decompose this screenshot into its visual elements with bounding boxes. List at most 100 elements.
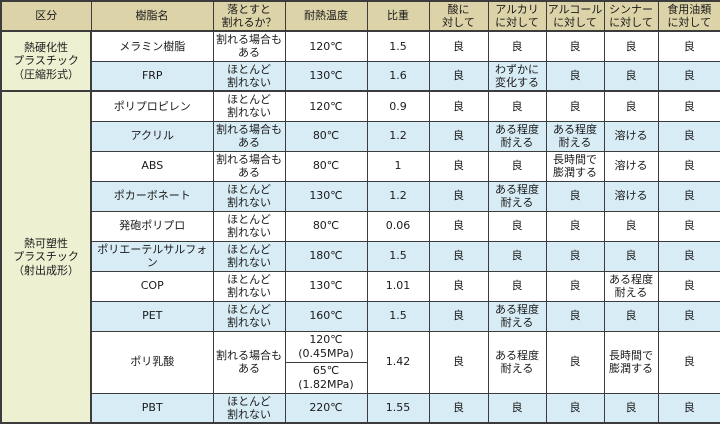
cell-alcohol: 良 [545,240,605,272]
cell-thinner: 溶ける [603,180,659,212]
cell-heat-temp: 120℃ [284,90,368,122]
column-header-edible-oil: 食用油類 に対して [657,0,720,32]
cell-acid: 良 [428,210,489,242]
cell-alcohol: 良 [545,210,605,242]
cell-acid: 良 [428,270,489,302]
cell-specific-gravity: 1.6 [366,60,430,92]
cell-thinner: 良 [603,392,659,424]
cell-acid: 良 [428,150,489,182]
cell-heat-temp: 130℃ [284,60,368,92]
cell-alkali: 良 [487,240,547,272]
cell-alkali: 良 [487,392,547,424]
table-row-foamed-polypro: 発砲ポリプロ ほとんど 割れない 80℃ 0.06 良 良 良 良 良 [1,210,720,242]
cell-specific-gravity: 1 [366,150,430,182]
cell-heat-temp-upper: 120℃ (0.45MPa) [284,330,368,363]
table-row-pbt: PBT ほとんど 割れない 220℃ 1.55 良 良 良 良 良 [1,392,720,424]
cell-specific-gravity: 1.2 [366,120,430,152]
cell-edible-oil: 良 [657,150,720,182]
column-header-specific-gravity: 比重 [366,0,430,32]
cell-resin-name: COP [90,270,214,302]
cell-edible-oil: 良 [657,120,720,152]
cell-breakability: 割れる場合も ある [212,150,286,182]
cell-breakability: ほとんど 割れない [212,210,286,242]
cell-edible-oil: 良 [657,240,720,272]
column-header-category: 区分 [0,0,92,32]
column-header-alkali: アルカリ に対して [487,0,547,32]
cell-acid: 良 [428,240,489,272]
cell-alkali: 良 [487,150,547,182]
cell-alkali: わずかに 変化する [487,60,547,92]
column-header-breakability: 落とすと 割れるか？ [212,0,286,32]
cell-resin-name: 発砲ポリプロ [90,210,214,242]
cell-heat-temp: 80℃ [284,150,368,182]
table-row-cop: COP ほとんど 割れない 130℃ 1.01 良 良 良 ある程度 耐える 良 [1,270,720,302]
cell-heat-temp: 220℃ [284,392,368,424]
cell-alcohol: 良 [545,330,605,394]
cell-heat-temp: 80℃ [284,210,368,242]
table-row-melamine: 熱硬化性 プラスチック （圧縮形式） メラミン樹脂 割れる場合も ある 120℃… [0,30,720,92]
cell-edible-oil: 良 [657,180,720,212]
cell-resin-name: PET [90,300,214,332]
cell-thinner: ある程度 耐える [603,270,659,302]
cell-specific-gravity: 0.06 [366,210,430,242]
cell-resin-name: アクリル [90,120,214,152]
table-row-polylactic-acid-sub: 65℃ (1.82MPa) [1,361,720,394]
cell-thinner: 良 [603,240,659,272]
cell-alkali: 良 [487,210,547,242]
cell-resin-name: ポリ乳酸 [90,330,214,394]
column-header-acid: 酸に 対して [428,0,489,32]
table-row-polypropylene: 熱可塑性 プラスチック （射出成形） ポリプロピレン ほとんど 割れない 120… [0,90,720,424]
cell-heat-temp: 130℃ [284,270,368,302]
cell-breakability: ほとんど 割れない [212,392,286,424]
cell-heat-temp: 130℃ [284,180,368,212]
cell-breakability: ほとんど 割れない [212,180,286,212]
cell-alcohol: 良 [545,60,605,92]
cell-category-thermoset: 熱硬化性 プラスチック （圧縮形式） [0,30,92,92]
cell-breakability: 割れる場合も ある [212,120,286,152]
cell-category-thermoplastic: 熱可塑性 プラスチック （射出成形） [0,90,92,424]
table-row-polyethersulfone: ポリエーテルサルフォン ほとんど 割れない 180℃ 1.5 良 良 良 良 良 [1,240,720,272]
table-row-polylactic-acid: ポリ乳酸 割れる場合も ある 120℃ (0.45MPa) 1.42 良 ある程… [1,330,720,394]
table-row-acrylic: アクリル 割れる場合も ある 80℃ 1.2 良 ある程度 耐える ある程度 耐… [1,120,720,152]
cell-alkali: ある程度 耐える [487,120,547,152]
cell-edible-oil: 良 [657,392,720,424]
table-row-polycarbonate: ポカーボネート ほとんど 割れない 130℃ 1.2 良 ある程度 耐える 良 … [1,180,720,212]
column-header-resin-name: 樹脂名 [90,0,214,32]
cell-acid: 良 [428,120,489,152]
cell-specific-gravity: 1.5 [366,300,430,332]
cell-alcohol: 良 [545,30,605,62]
cell-resin-name: ポリエーテルサルフォン [90,240,214,272]
cell-alcohol: 良 [545,300,605,332]
cell-resin-name: ポカーボネート [90,180,214,212]
cell-heat-temp-lower: 65℃ (1.82MPa) [284,361,368,394]
cell-breakability: ほとんど 割れない [212,60,286,92]
cell-acid: 良 [428,90,489,122]
cell-acid: 良 [428,330,489,394]
cell-heat-temp: 80℃ [284,120,368,152]
cell-alkali: ある程度 耐える [487,330,547,394]
cell-specific-gravity: 0.9 [366,90,430,122]
cell-edible-oil: 良 [657,60,720,92]
cell-alkali: ある程度 耐える [487,180,547,212]
cell-specific-gravity: 1.2 [366,180,430,212]
cell-heat-temp: 160℃ [284,300,368,332]
cell-thinner: 良 [603,210,659,242]
cell-specific-gravity: 1.01 [366,270,430,302]
cell-specific-gravity: 1.42 [366,330,430,394]
cell-alcohol: 良 [545,90,605,122]
cell-thinner: 良 [603,30,659,62]
table-row-frp: FRP ほとんど 割れない 130℃ 1.6 良 わずかに 変化する 良 良 良 [1,60,720,92]
cell-resin-name: FRP [90,60,214,92]
cell-breakability: ほとんど 割れない [212,90,286,122]
cell-breakability: ほとんど 割れない [212,270,286,302]
cell-edible-oil: 良 [657,30,720,62]
cell-edible-oil: 良 [657,90,720,122]
cell-alkali: ある程度 耐える [487,300,547,332]
cell-alcohol: 良 [545,392,605,424]
column-header-thinner: シンナー に対して [603,0,659,32]
table-row-abs: ABS 割れる場合も ある 80℃ 1 良 良 長時間で 膨潤する 溶ける 良 [1,150,720,182]
cell-acid: 良 [428,300,489,332]
cell-alcohol: 長時間で 膨潤する [545,150,605,182]
cell-alkali: 良 [487,270,547,302]
